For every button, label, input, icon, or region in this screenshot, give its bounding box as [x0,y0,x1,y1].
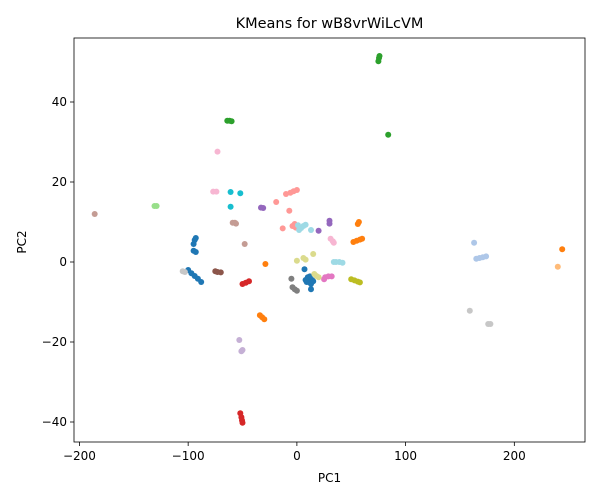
y-axis-label: PC2 [15,230,29,253]
scatter-point [483,253,490,260]
scatter-point [466,307,473,314]
scatter-point [153,203,160,209]
scatter-point [289,223,296,229]
plot-frame [73,37,586,443]
scatter-point [487,321,494,327]
scatter-point [330,239,337,246]
x-tick-label: −200 [63,449,96,463]
scatter-point [306,273,313,280]
x-tick-label: 0 [293,449,301,463]
scatter-point [227,203,234,210]
scatter-point [295,222,301,229]
scatter-point [233,220,239,227]
scatter-point [315,227,322,234]
scatter-point [214,148,221,155]
scatter-point [328,273,335,280]
y-tick-label: −20 [42,335,67,349]
scatter-point [273,199,280,205]
y-tick-label: 20 [52,175,67,189]
scatter-point [554,263,561,270]
scatter-point [293,187,300,193]
scatter-point [262,261,269,267]
y-tick-label: 0 [59,255,67,269]
scatter-point [217,269,224,276]
scatter-point [192,235,199,241]
x-tick-label: 200 [503,449,526,463]
scatter-point [237,190,244,197]
scatter-point [293,257,300,264]
scatter-point [339,259,346,266]
scatter-point [321,276,328,283]
scatter-point [308,286,314,293]
scatter-point [356,279,363,286]
scatter-point [239,419,246,426]
scatter-point [236,337,243,343]
scatter-point [260,205,267,211]
scatter-point [302,221,309,228]
scatter-point [213,188,220,195]
scatter-point [192,249,199,255]
scatter-point [91,211,98,217]
scatter-point [310,251,317,257]
y-tick-label: −40 [42,415,67,429]
y-tick-label: 40 [52,95,67,109]
scatter-point [279,225,286,232]
scatter-point [227,189,234,195]
scatter-point [302,256,309,263]
scatter-point [302,277,309,283]
scatter-point [471,239,478,246]
scatter-point [228,118,235,125]
scatter-point [559,246,566,253]
scatter-point [376,53,383,59]
x-tick-label: 100 [394,449,417,463]
scatter-point [288,275,295,282]
scatter-point [385,131,392,138]
scatter-point [315,274,322,281]
scatter-point [308,227,314,233]
scatter-point [239,347,246,353]
scatter-point [246,278,252,285]
scatter-point [198,279,205,285]
y-axis: −40 −20 0 20 40 [42,95,74,429]
scatter-point [181,269,188,275]
scatter-point [286,207,293,214]
x-axis: −200 −100 0 100 200 [63,442,526,463]
scatter-point [241,241,248,247]
x-tick-label: −100 [172,449,205,463]
scatter-point [293,287,300,294]
scatter-point [310,278,317,285]
scatter-point [301,266,308,273]
scatter-point [326,220,333,227]
scatter-point [355,219,362,225]
points-layer [91,53,566,426]
scatter-point [261,316,268,323]
scatter-point [359,235,366,242]
x-axis-label: PC1 [318,471,341,485]
scatter-point [330,259,337,265]
chart-title: KMeans for wB8vrWiLcVM [236,16,424,32]
